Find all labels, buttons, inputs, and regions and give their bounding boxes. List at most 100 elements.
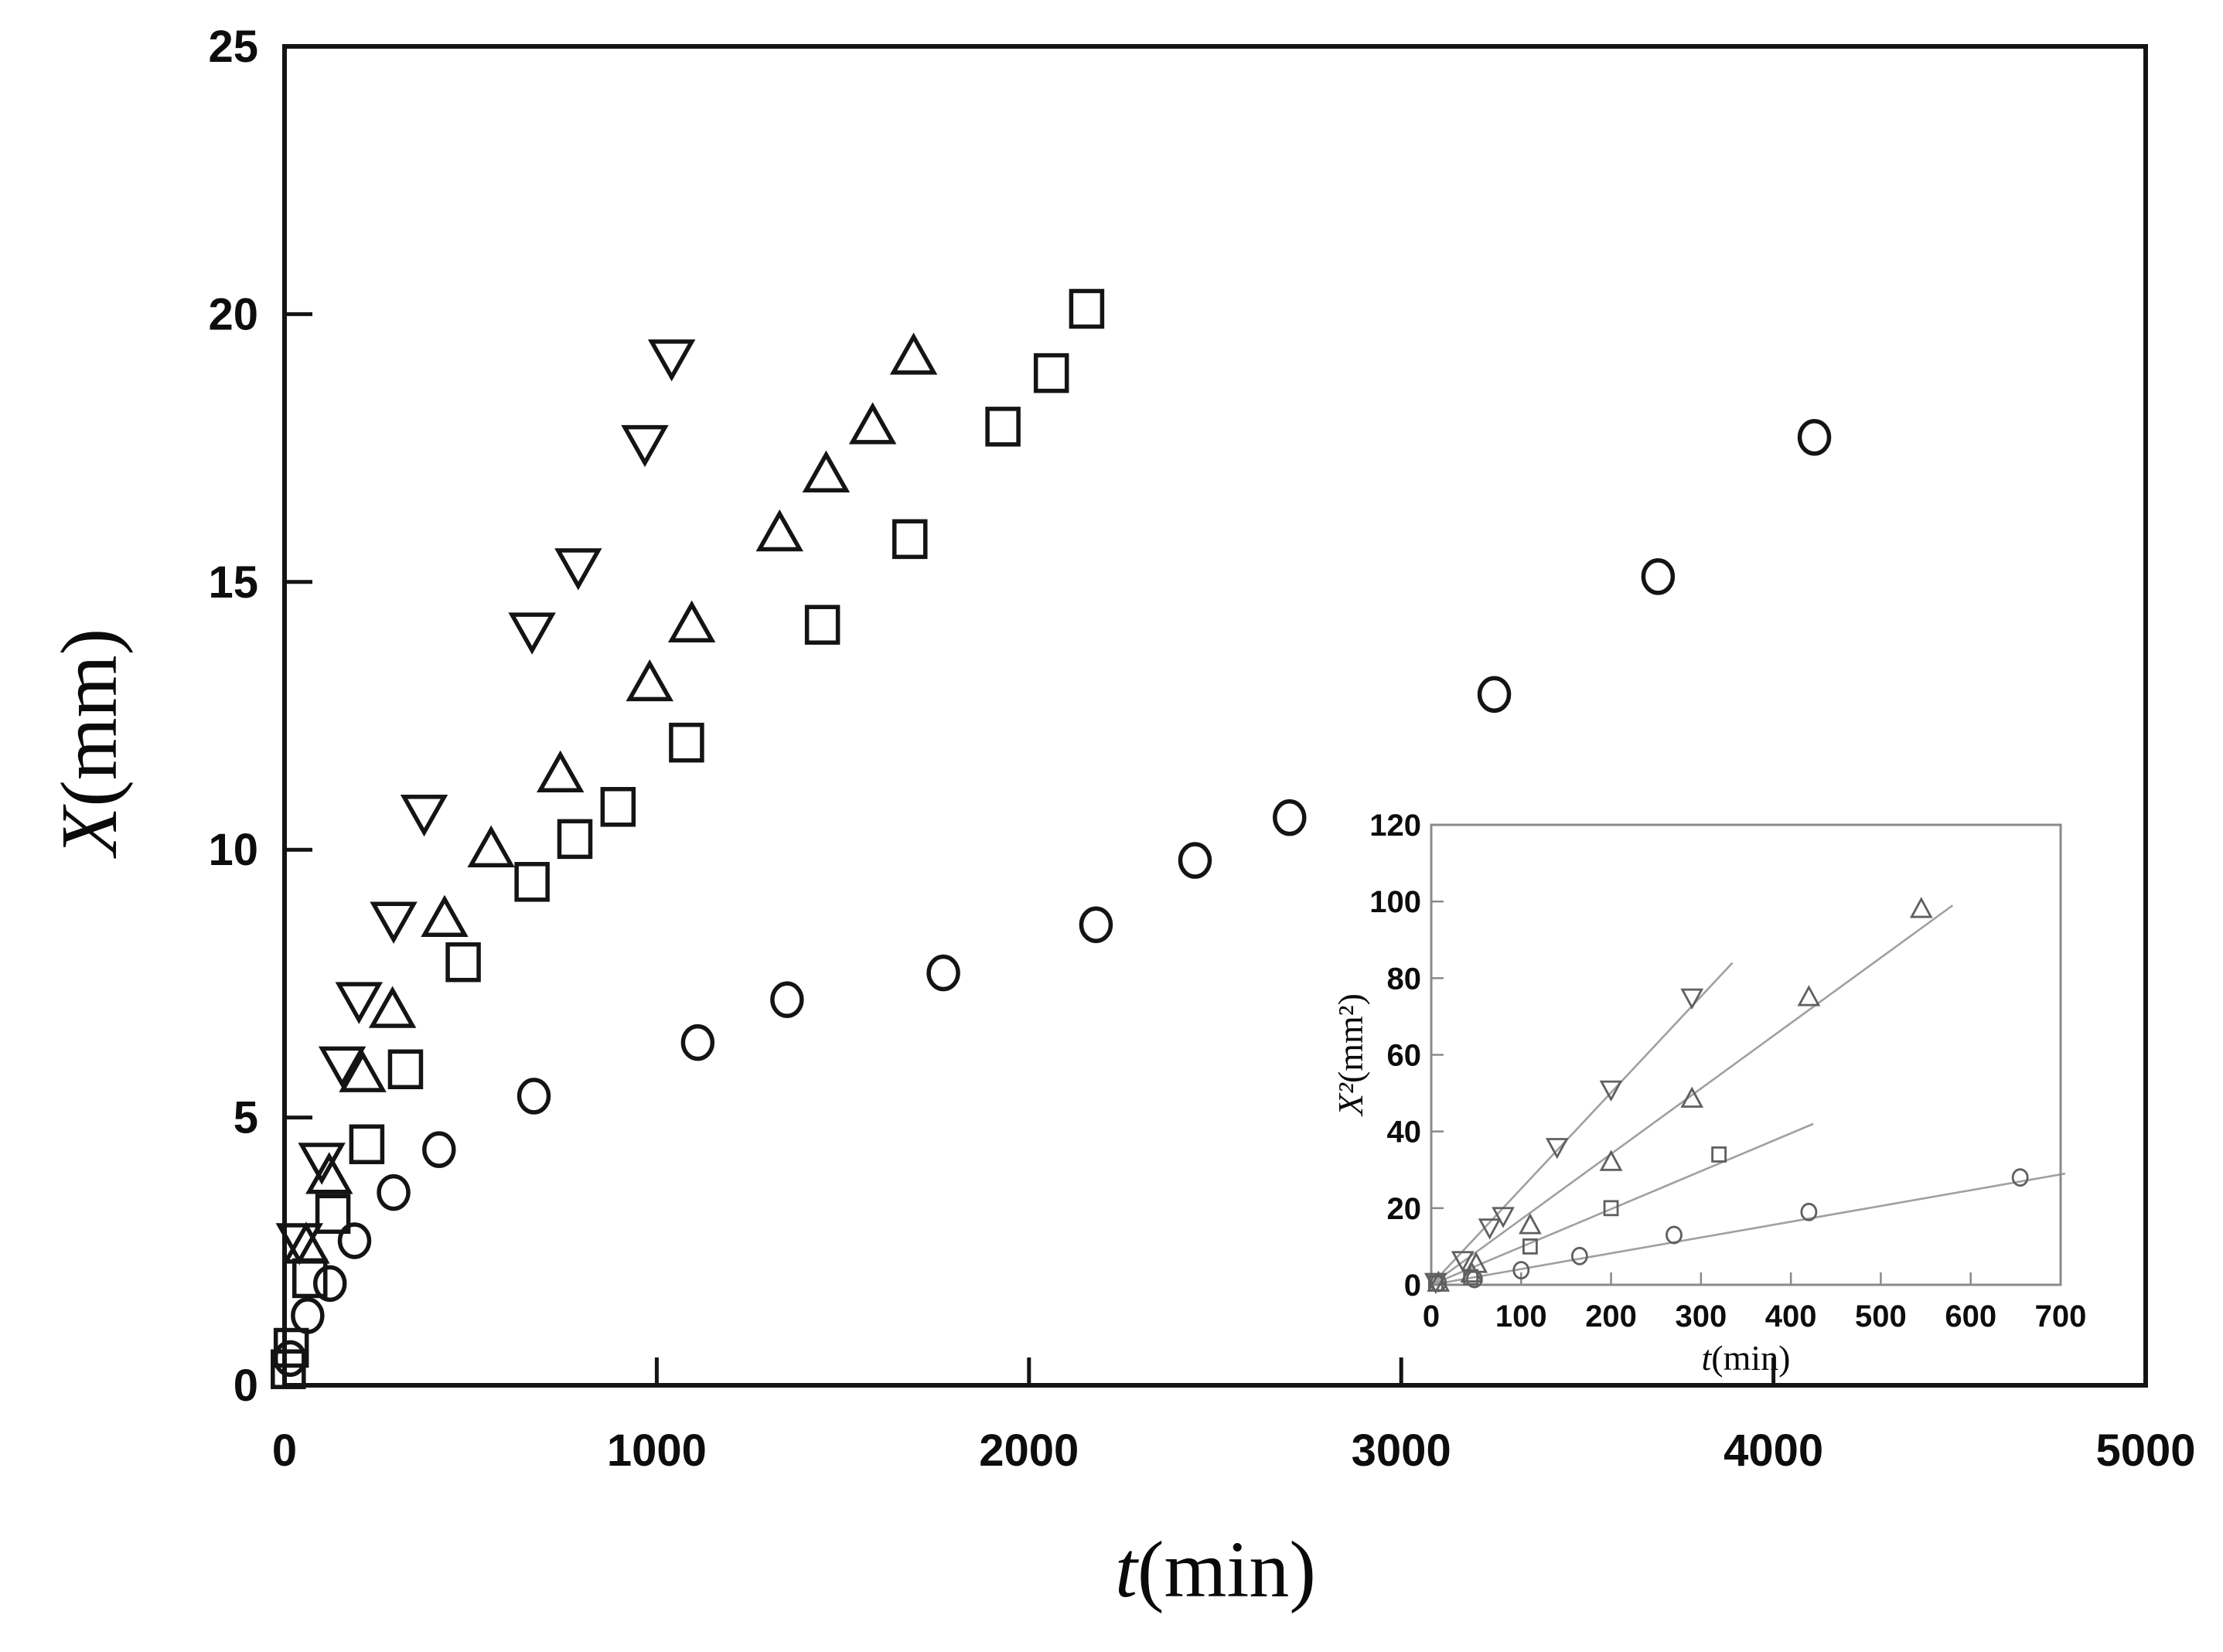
data-point-circle	[1570, 1246, 1588, 1265]
x-tick-label: 500	[1855, 1299, 1907, 1334]
data-point-square	[1463, 1269, 1479, 1286]
data-point-circle	[1666, 1225, 1683, 1245]
y-tick-label: 120	[1369, 809, 1421, 843]
data-point-triangle-down	[298, 1143, 346, 1185]
data-point-triangle-down	[647, 339, 696, 382]
x-tick-label: 200	[1585, 1299, 1637, 1334]
inset-y-axis-label: X²(mm²)	[1331, 993, 1370, 1117]
data-point-triangle-down	[1599, 1080, 1623, 1102]
inset-plot-axes: 0 100 200 300 400 500 600 700 0 20 40 60 80 100 120	[1369, 809, 2086, 1334]
data-point-circle	[926, 954, 960, 992]
x-tick-label: 100	[1495, 1299, 1547, 1334]
data-point-triangle-up	[1680, 1086, 1704, 1108]
data-point-triangle-down	[554, 548, 602, 591]
series-square	[271, 288, 1105, 1389]
fit-line-down-triangle	[1430, 962, 1734, 1286]
data-point-triangle-down	[400, 794, 448, 837]
data-point-triangle-down	[1451, 1251, 1475, 1272]
data-point-square	[292, 1258, 328, 1299]
data-point-triangle-up	[755, 509, 803, 552]
data-point-circle	[422, 1131, 456, 1168]
data-point-circle	[1273, 799, 1307, 836]
data-point-triangle-down	[1680, 988, 1704, 1010]
y-tick-label: 5	[234, 1093, 258, 1143]
data-point-circle	[680, 1024, 715, 1061]
x-tick-label: 2000	[979, 1425, 1079, 1476]
data-point-triangle-up	[467, 825, 515, 867]
data-point-triangle-up	[1519, 1213, 1542, 1235]
fit-line-circle	[1430, 1172, 2066, 1286]
y-tick-label: 20	[1387, 1192, 1422, 1226]
data-point-circle	[1641, 558, 1676, 595]
x-tick-label: 3000	[1352, 1425, 1451, 1476]
data-point-square	[892, 519, 928, 560]
y-tick-label: 25	[208, 22, 258, 72]
main-y-axis-label: X(mm)	[45, 628, 134, 860]
data-point-triangle-down	[1492, 1207, 1515, 1228]
data-point-circle	[1477, 676, 1512, 714]
data-point-triangle-down	[1478, 1218, 1502, 1240]
x-tick-label: 0	[1423, 1299, 1440, 1334]
y-tick-label: 20	[208, 289, 258, 339]
data-point-circle	[1797, 418, 1832, 456]
data-point-triangle-up	[1909, 897, 1933, 918]
data-point-triangle-up	[537, 750, 585, 792]
data-point-square	[1069, 288, 1105, 329]
data-point-square	[1522, 1238, 1538, 1255]
x-tick-label: 400	[1765, 1299, 1817, 1334]
x-tick-label: 0	[272, 1425, 297, 1476]
data-point-circle	[1800, 1202, 1818, 1221]
data-point-square	[1603, 1200, 1619, 1217]
data-point-triangle-down	[318, 1046, 367, 1088]
data-point-circle	[1465, 1269, 1483, 1289]
data-point-square	[557, 819, 593, 860]
data-point-triangle-up	[626, 659, 673, 702]
x-tick-label: 1000	[607, 1425, 707, 1476]
data-point-triangle-down	[275, 1223, 323, 1265]
data-point-circle	[337, 1222, 372, 1259]
x-tick-label: 600	[1945, 1299, 1996, 1334]
y-tick-label: 100	[1369, 885, 1421, 919]
data-point-circle	[1178, 842, 1212, 879]
data-point-circle	[1430, 1273, 1447, 1293]
data-point-square	[669, 722, 704, 763]
x-tick-label: 4000	[1724, 1425, 1823, 1476]
data-point-square	[315, 1194, 351, 1235]
x-tick-label: 5000	[2095, 1425, 2195, 1476]
data-point-square	[514, 862, 550, 902]
plot-frame	[282, 44, 2148, 1388]
fit-line-square	[1430, 1122, 1814, 1286]
data-point-square	[804, 605, 840, 645]
series-down-triangle	[1423, 988, 1704, 1294]
data-point-square	[1033, 353, 1069, 393]
data-point-triangle-up	[1797, 985, 1821, 1007]
data-point-triangle-up	[339, 1050, 387, 1092]
data-point-triangle-down	[508, 612, 556, 655]
data-point-circle	[291, 1297, 325, 1334]
data-point-triangle-up	[802, 450, 851, 492]
y-tick-label: 60	[1387, 1039, 1422, 1073]
data-point-circle	[1079, 906, 1113, 943]
data-point-square	[273, 1327, 309, 1368]
y-tick-label: 15	[208, 557, 258, 608]
data-point-square	[1711, 1146, 1727, 1163]
data-point-circle	[2011, 1168, 2029, 1187]
series-circle	[273, 418, 1832, 1378]
y-tick-label: 40	[1387, 1116, 1422, 1150]
y-tick-label: 0	[234, 1361, 258, 1411]
data-point-circle	[1512, 1261, 1530, 1280]
data-point-circle	[312, 1265, 347, 1303]
data-point-triangle-down	[1545, 1138, 1569, 1160]
series-circle	[1430, 1168, 2029, 1293]
data-point-square	[387, 1049, 424, 1089]
data-point-triangle-up	[889, 332, 938, 375]
x-tick-label: 300	[1675, 1299, 1727, 1334]
inset-x-axis-label: t(min)	[1702, 1338, 1791, 1378]
series-down-triangle	[275, 339, 696, 1265]
data-point-triangle-up	[848, 402, 897, 445]
main-x-axis-label: t(min)	[1115, 1525, 1316, 1614]
fit-line-up-triangle	[1430, 904, 1954, 1286]
